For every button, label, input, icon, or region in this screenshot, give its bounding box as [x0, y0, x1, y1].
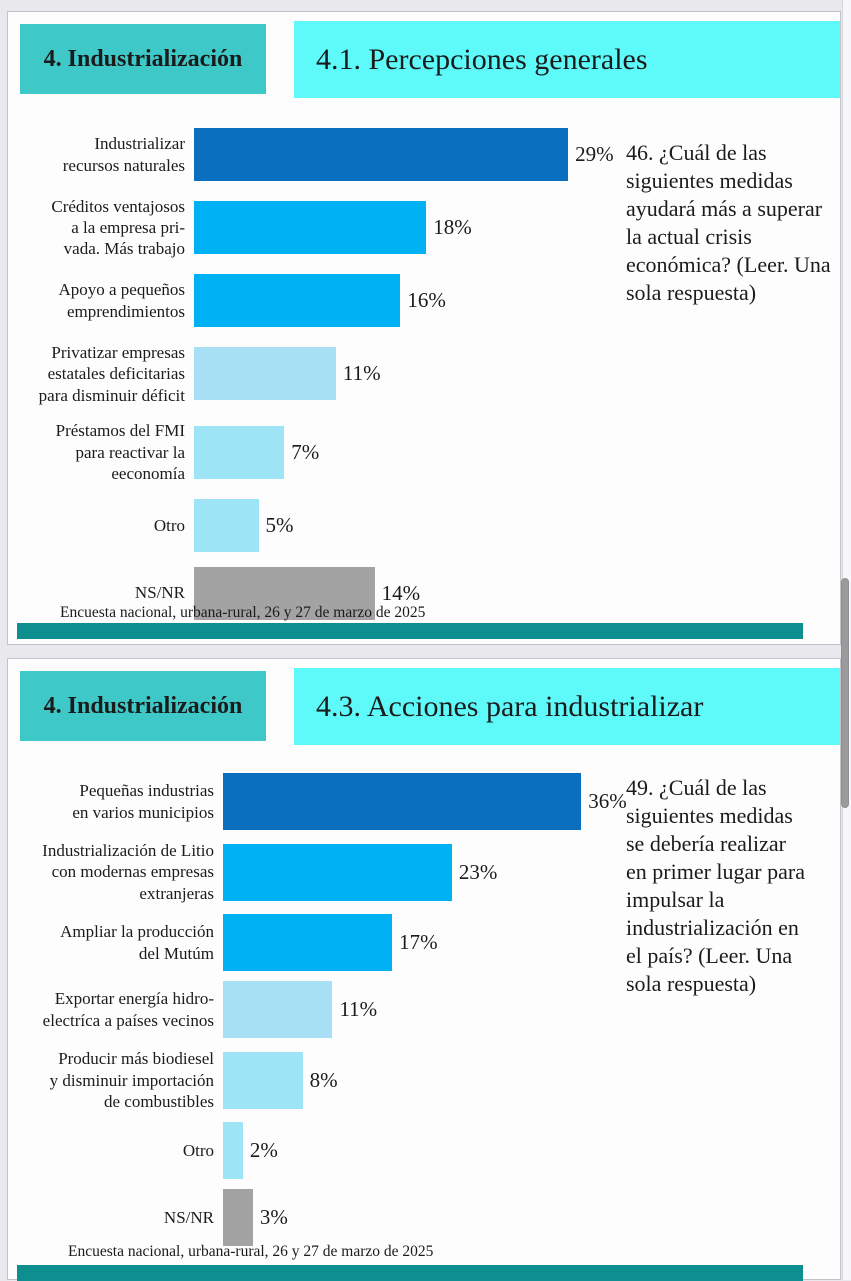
accent-strip: [17, 1265, 803, 1281]
bar: [223, 914, 393, 972]
value-label: 23%: [458, 859, 498, 884]
category-label: Otro: [182, 1141, 214, 1161]
bar: [223, 1189, 253, 1247]
value-label: 2%: [249, 1138, 278, 1163]
category-label: Industrializar recursos naturales: [62, 134, 185, 175]
bar-row: Privatizar empresas estatales deficitari…: [22, 342, 614, 406]
bar: [194, 201, 427, 255]
slide-percepciones-generales: 4. Industrialización 4.1. Percepciones g…: [7, 11, 841, 645]
category-label: Préstamos del FMI para reactivar la eeco…: [55, 421, 185, 484]
category-label: Industrialización de Litio con modernas …: [42, 841, 214, 903]
category-label: Exportar energía hidro- electríca a país…: [42, 989, 214, 1030]
category-label: Ampliar la producción del Mutúm: [60, 922, 214, 963]
bar: [194, 347, 336, 401]
category-label: Privatizar empresas estatales deficitari…: [38, 342, 185, 405]
bar: [223, 843, 452, 901]
bar: [223, 773, 582, 830]
slide-acciones-para-industrializar: 4. Industrialización 4.3. Acciones para …: [7, 658, 841, 1281]
category-label: Otro: [153, 515, 185, 535]
bar: [194, 426, 285, 480]
value-label: 14%: [381, 580, 421, 605]
bar-row: Otro 5%: [22, 499, 614, 553]
bar-row: Exportar energía hidro- electríca a país…: [22, 981, 627, 1039]
slide-title-box: 4.1. Percepciones generales: [294, 21, 840, 98]
accent-strip: [17, 623, 803, 639]
bar-row: Préstamos del FMI para reactivar la eeco…: [22, 420, 614, 484]
bar-row: Producir más biodiesel y disminuir impor…: [22, 1048, 627, 1112]
value-label: 11%: [339, 997, 378, 1022]
bar: [194, 566, 375, 620]
bar-row: Pequeñas industrias en varios municipios…: [22, 773, 627, 830]
scrollbar-thumb[interactable]: [841, 578, 849, 808]
value-label: 8%: [309, 1067, 338, 1092]
bar: [194, 128, 569, 181]
bar: [194, 499, 259, 553]
question-text: 49. ¿Cuál de las siguientes medidas se d…: [626, 775, 805, 996]
slide-footer: Encuesta nacional, urbana-rural, 26 y 27…: [60, 604, 426, 621]
value-label: 16%: [407, 288, 446, 313]
section-label: 4. Industrialización: [43, 45, 243, 72]
value-label: 29%: [575, 142, 614, 166]
bar-row: Ampliar la producción del Mutúm 17%: [22, 914, 627, 972]
bar-row: Industrializar recursos naturales 29%: [22, 128, 614, 181]
value-label: 11%: [342, 361, 381, 386]
bar: [223, 1051, 303, 1109]
category-label: NS/NR: [134, 583, 185, 603]
category-label: Pequeñas industrias en varios municipios: [72, 781, 214, 822]
bar: [194, 274, 401, 328]
value-label: 3%: [259, 1205, 288, 1230]
value-label: 36%: [588, 789, 627, 813]
category-label: Créditos ventajosos a la empresa pri- va…: [51, 196, 185, 259]
bar-row: Industrialización de Litio con modernas …: [22, 840, 627, 904]
section-label-box: 4. Industrialización: [20, 671, 266, 741]
question-text: 46. ¿Cuál de las siguientes medidas ayud…: [626, 140, 831, 305]
bar: [223, 981, 333, 1039]
slide-title: 4.1. Percepciones generales: [316, 42, 648, 76]
category-label: Producir más biodiesel y disminuir impor…: [49, 1049, 214, 1112]
section-label: 4. Industrialización: [43, 692, 243, 719]
bar-row: Otro 2%: [22, 1122, 627, 1180]
slide-title-box: 4.3. Acciones para industrializar: [294, 668, 840, 745]
bar-row: NS/NR 3%: [22, 1189, 627, 1247]
category-label: NS/NR: [163, 1208, 214, 1228]
bar-chart: Pequeñas industrias en varios municipios…: [22, 773, 627, 1256]
category-label: Apoyo a pequeños emprendimientos: [58, 280, 185, 321]
value-label: 7%: [291, 440, 320, 465]
bar-chart: Industrializar recursos naturales 29% Créd…: [22, 128, 614, 634]
value-label: 18%: [433, 215, 472, 240]
bar-row: Apoyo a pequeños emprendimientos 16%: [22, 274, 614, 328]
bar: [223, 1122, 243, 1180]
bar-row: NS/NR 14%: [22, 566, 614, 620]
value-label: 17%: [399, 930, 438, 955]
slide-title: 4.3. Acciones para industrializar: [316, 689, 704, 723]
bar-row: Créditos ventajosos a la empresa pri- va…: [22, 196, 614, 260]
section-label-box: 4. Industrialización: [20, 24, 266, 94]
value-label: 5%: [265, 513, 294, 538]
slide-footer: Encuesta nacional, urbana-rural, 26 y 27…: [68, 1243, 434, 1260]
